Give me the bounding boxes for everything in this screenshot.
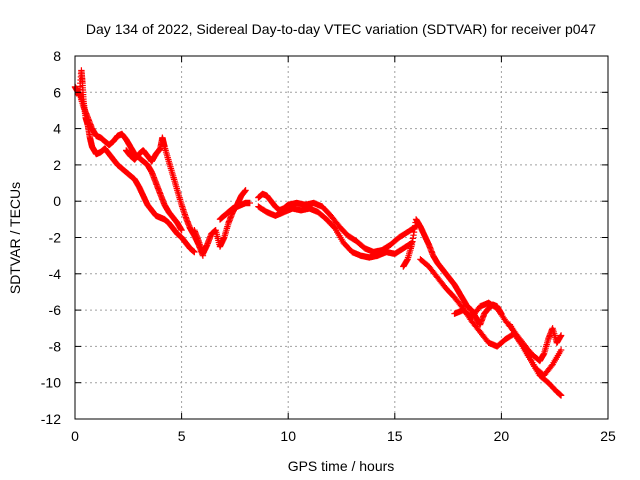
- y-tick-label: -8: [49, 338, 62, 354]
- data-point-markers: [506, 321, 565, 379]
- series-5: [216, 199, 253, 223]
- x-tick-label: 15: [387, 428, 403, 444]
- y-tick-label: -6: [49, 302, 62, 318]
- series-6: [255, 190, 420, 256]
- x-tick-label: 20: [494, 428, 510, 444]
- y-tick-label: 8: [53, 48, 61, 64]
- x-tick-label: 0: [71, 428, 79, 444]
- data-point-markers: [216, 199, 253, 223]
- y-tick-label: -4: [49, 266, 62, 282]
- y-tick-label: -12: [41, 411, 61, 427]
- tick-labels: 0 5 10 15 20 25 -12 -10 -8 -6 -4 -2 0 2 4 6 8: [41, 48, 616, 444]
- y-tick-label: 0: [53, 193, 61, 209]
- y-tick-label: 4: [53, 121, 61, 137]
- x-tick-label: 5: [178, 428, 186, 444]
- y-tick-label: -2: [49, 230, 62, 246]
- x-tick-label: 10: [280, 428, 296, 444]
- data-point-markers: [255, 203, 416, 261]
- series-11: [506, 321, 565, 379]
- data-marks: [71, 67, 565, 399]
- series-7: [255, 203, 416, 261]
- x-axis-label: GPS time / hours: [288, 458, 395, 474]
- y-tick-label: -10: [41, 375, 61, 391]
- axis-ticks: [74, 55, 609, 420]
- y-tick-label: 6: [53, 84, 61, 100]
- chart-title: Day 134 of 2022, Sidereal Day-to-day VTE…: [86, 21, 596, 37]
- y-axis-label: SDTVAR / TECUs: [7, 182, 23, 294]
- y-tick-label: 2: [53, 157, 61, 173]
- data-point-markers: [255, 190, 420, 256]
- x-tick-label: 25: [600, 428, 616, 444]
